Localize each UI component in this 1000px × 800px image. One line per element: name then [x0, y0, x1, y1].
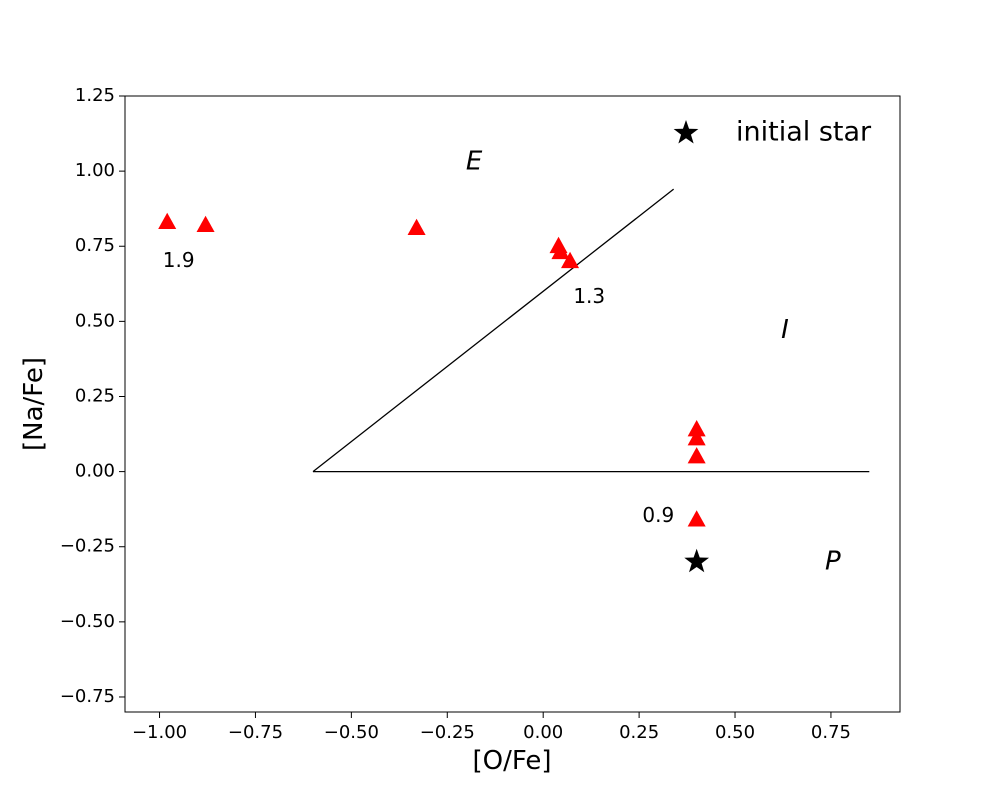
annotation-1: 1.9 — [163, 248, 195, 272]
plot-content: 1.9 1.3 0.9 E I P — [158, 147, 870, 576]
triangle-point-6 — [561, 251, 580, 269]
triangle-point-2 — [196, 215, 215, 233]
x-tick-label: 0.00 — [523, 722, 563, 743]
legend-label: initial star — [736, 117, 872, 148]
triangle-point-7 — [687, 420, 706, 437]
triangle-point-10 — [687, 510, 706, 527]
x-tick-label: −0.75 — [228, 722, 283, 743]
x-tick-label: 0.75 — [811, 722, 851, 743]
y-tick-label: 0.50 — [75, 310, 115, 331]
y-tick-label: −0.25 — [60, 536, 115, 557]
y-tick-label: 1.25 — [75, 85, 115, 106]
region-label-i: I — [781, 315, 789, 345]
x-axis-title: [O/Fe] — [472, 746, 551, 776]
x-tick-label: −0.25 — [420, 722, 475, 743]
triangle-point-9 — [687, 447, 706, 464]
x-tick-label: −0.50 — [324, 722, 379, 743]
x-tick-label: 0.25 — [619, 722, 659, 743]
y-tick-label: 0.25 — [75, 385, 115, 406]
star-point-1 — [684, 548, 710, 573]
x-tick-label: −1.00 — [132, 722, 187, 743]
annotation-2: 1.3 — [573, 284, 605, 308]
triangle-point-3 — [407, 218, 426, 236]
legend-star-icon — [673, 120, 699, 144]
plot-frame — [124, 95, 901, 713]
reference-line-1 — [312, 188, 675, 473]
y-tick-label: 1.00 — [75, 160, 115, 181]
region-label-p: P — [825, 546, 841, 576]
annotation-3: 0.9 — [642, 503, 674, 527]
region-label-e: E — [466, 147, 483, 177]
legend: initial star — [673, 117, 872, 148]
y-tick-label: −0.50 — [60, 611, 115, 632]
triangle-point-1 — [158, 212, 177, 230]
y-tick-label: 0.75 — [75, 235, 115, 256]
triangle-point-5 — [551, 242, 570, 260]
y-axis-title: [Na/Fe] — [19, 357, 49, 451]
x-axis: −1.00 −0.75 −0.50 −0.25 0.00 0.25 0.50 0.75 — [132, 712, 851, 743]
y-tick-label: 0.00 — [75, 461, 115, 482]
triangle-point-8 — [687, 429, 706, 446]
y-tick-label: −0.75 — [60, 686, 115, 707]
x-tick-label: 0.50 — [715, 722, 755, 743]
y-axis: 1.25 1.00 0.75 0.50 0.25 0.00 −0.25 −0.50 −0.75 — [60, 85, 125, 707]
